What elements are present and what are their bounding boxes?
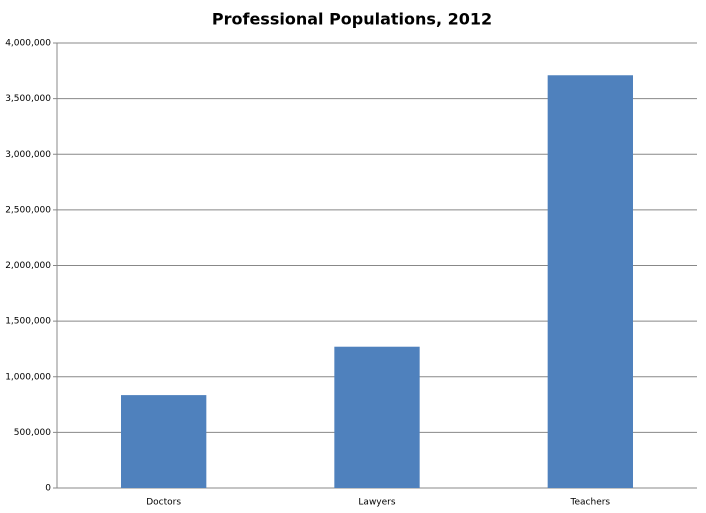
bar xyxy=(121,395,207,488)
y-tick-label: 3,000,000 xyxy=(5,150,51,160)
y-tick-label: 2,500,000 xyxy=(5,205,51,215)
y-tick-label: 4,000,000 xyxy=(5,39,51,49)
x-tick-label: Lawyers xyxy=(358,498,395,508)
y-tick-label: 2,000,000 xyxy=(5,261,51,271)
y-tick-label: 0 xyxy=(45,484,51,494)
x-tick-label: Doctors xyxy=(146,498,181,508)
y-tick-label: 1,500,000 xyxy=(5,317,51,327)
x-tick-label: Teachers xyxy=(570,498,611,508)
chart-title: Professional Populations, 2012 xyxy=(212,10,492,29)
y-tick-label: 3,500,000 xyxy=(5,94,51,104)
y-tick-label: 500,000 xyxy=(14,428,51,438)
y-tick-label: 1,000,000 xyxy=(5,372,51,382)
bar xyxy=(547,75,633,488)
bar xyxy=(334,346,420,488)
